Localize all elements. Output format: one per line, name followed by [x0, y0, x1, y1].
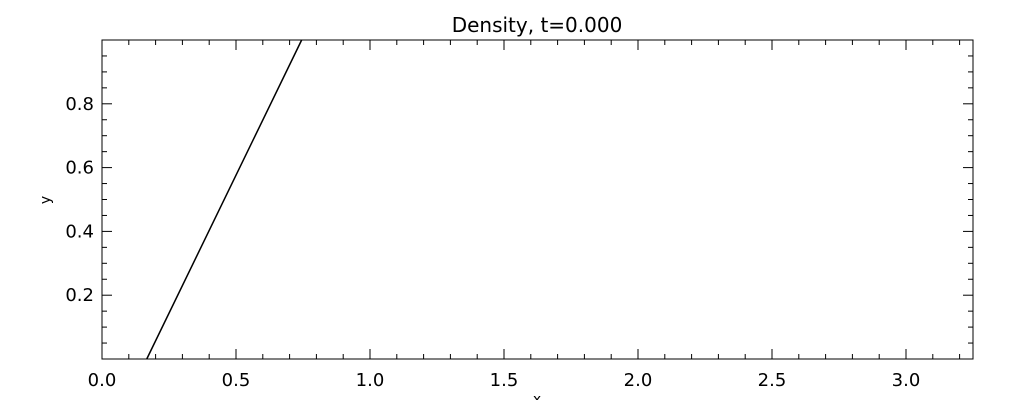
x-axis-label: x — [533, 392, 541, 400]
x-tick-label: 1.5 — [490, 370, 519, 391]
x-tick-label: 0.5 — [222, 370, 251, 391]
y-axis-label: y — [38, 196, 54, 204]
x-tick-label: 1.0 — [356, 370, 385, 391]
y-tick-label: 0.2 — [65, 285, 94, 306]
series-layer — [146, 39, 303, 360]
y-tick-label: 0.4 — [65, 221, 94, 242]
x-tick-label: 2.5 — [758, 370, 787, 391]
x-tick-label: 3.0 — [892, 370, 921, 391]
plot-frame — [101, 39, 974, 360]
x-tick-label: 2.0 — [624, 370, 653, 391]
y-tick-label: 0.6 — [65, 158, 94, 179]
y-axis: 0.2 0.4 0.6 0.8 — [65, 55, 973, 344]
chart-title: Density, t=0.000 — [452, 13, 623, 37]
x-tick-label: 0.0 — [88, 370, 117, 391]
density-line — [146, 39, 303, 360]
x-axis: 0.0 0.5 1.0 1.5 2.0 2.5 3.0 — [88, 40, 961, 391]
y-tick-label: 0.8 — [65, 94, 94, 115]
